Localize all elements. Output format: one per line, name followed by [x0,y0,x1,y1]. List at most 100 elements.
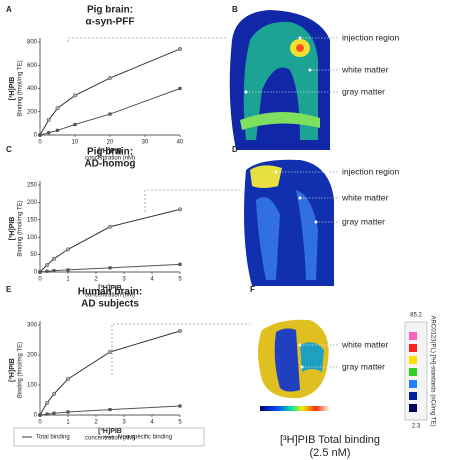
data-point [38,270,42,274]
connectors [67,37,250,375]
chart-title: Pig brain: [87,147,133,158]
panel-letter: C [6,145,12,154]
panel-letter: F [250,285,255,294]
data-point [72,93,77,98]
region-label: gray matter [342,86,385,96]
y-tick-label: 0 [34,133,38,139]
data-point [178,262,182,266]
data-point [178,404,182,408]
x-tick-label: 2 [94,277,98,283]
chart-title: Human brain: [78,287,142,298]
data-point [55,128,60,132]
data-point [108,408,112,412]
y-tick-label: 50 [30,252,37,258]
x-axis-label: [³H]PIB [98,148,122,155]
data-point [45,412,49,416]
y-tick-label: 200 [27,200,38,206]
y-tick-label: 250 [27,183,38,189]
panel-letter: E [6,285,12,294]
data-point [47,131,51,135]
y-tick-label: 0 [34,413,38,419]
region-label: white matter [341,192,388,202]
data-point [107,76,112,81]
legend-label: Total binding [36,435,70,441]
x-tick-label: 3 [122,420,126,426]
chart-title: AD subjects [81,299,139,310]
y-tick-label: 300 [27,323,38,329]
data-point [52,269,56,273]
colorbar-low: Low [262,398,274,404]
region-label: gray matter [342,216,385,226]
autoradiograph-d [244,159,334,286]
chart-title: Pig brain: [87,5,133,16]
x-tick-label: 3 [122,277,126,283]
y-axis-label: Binding (fmol/mg TE) [18,200,24,256]
series-line [39,88,181,136]
region-label: white matter [341,339,388,349]
data-point [52,392,57,397]
x-tick-label: 1 [66,420,70,426]
legend-label: Non-specific binding [118,435,172,441]
x-axis-label: [³H]PIB [98,285,122,292]
x-tick-label: 0 [38,277,42,283]
x-tick-label: 4 [150,420,154,426]
data-point [108,112,112,116]
y-axis-label: [³H]PIB [9,77,16,101]
standards-label: ARC0123(PL) [³H]-standards (nCi/mg TE) [429,316,435,427]
series-line [39,330,181,416]
data-point [73,122,77,127]
data-point [177,329,182,334]
data-point [38,413,42,417]
autoradiograph-f [258,319,330,411]
x-axis-label: concentration (nM) [85,293,135,299]
y-axis-label: [³H]PIB [9,358,16,382]
data-point [107,350,112,355]
series-line [39,48,181,136]
legend-box [13,427,205,447]
region-label: white matter [341,64,388,74]
data-point [52,411,56,415]
y-axis-label: Binding (fmol/mg TE) [18,60,24,116]
x-tick-label: 0 [38,420,42,426]
x-tick-label: 40 [177,140,184,146]
series-line [39,208,181,273]
y-tick-label: 800 [27,40,38,46]
y-tick-label: 100 [27,235,38,241]
x-tick-label: 20 [107,140,114,146]
x-tick-label: 2 [94,420,98,426]
caption: [³H]PIB Total binding [280,434,380,446]
x-axis-label: [³H]PIB [98,428,122,435]
x-tick-label: 1 [66,277,70,283]
chart-title: α-syn-PFF [86,17,135,28]
x-tick-label: 5 [178,420,182,426]
data-point [52,256,57,261]
standards-min: 2.3 [412,424,421,430]
x-axis-label: concentration (nM) [85,156,135,162]
y-tick-label: 0 [34,270,38,276]
data-point [66,410,70,414]
data-point [38,133,42,137]
panel-letter: D [232,145,238,154]
data-point [177,207,182,212]
data-point [65,377,70,382]
data-point [178,86,182,91]
standards-strip [404,321,428,421]
y-tick-label: 600 [27,63,38,69]
y-tick-label: 200 [27,109,38,115]
panel-letter: B [232,5,238,14]
y-axis-label: [³H]PIB [9,217,16,241]
region-label: injection region [342,166,399,176]
colorbar-high: High [316,398,328,404]
data-point [107,224,112,229]
data-point [55,106,60,111]
data-point [177,46,182,51]
x-tick-label: 30 [142,140,149,146]
data-point [66,268,70,272]
chart-title: AD-homog [84,159,135,170]
x-tick-label: 5 [178,277,182,283]
standards-max: 85.2 [410,313,422,319]
y-tick-label: 100 [27,383,38,389]
x-tick-label: 4 [150,277,154,283]
data-point [46,117,51,122]
